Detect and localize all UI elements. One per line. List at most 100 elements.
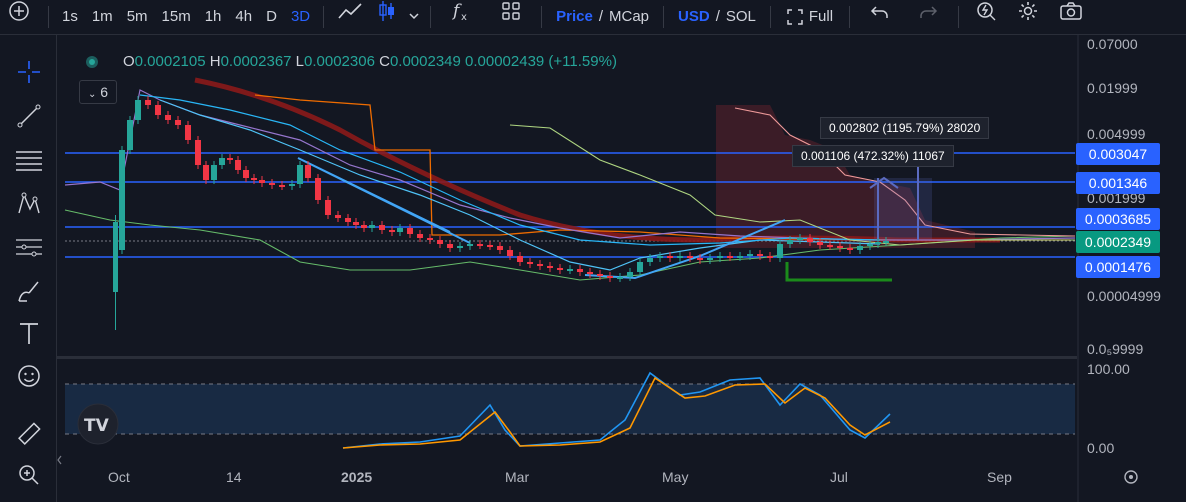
candle — [297, 165, 303, 184]
text-icon — [20, 323, 38, 344]
last-price-badge[interactable]: 0.0002349 — [1076, 231, 1160, 253]
trendline-icon — [17, 104, 41, 128]
price-badge[interactable]: 0.0001476 — [1076, 256, 1160, 278]
toolbar-divider — [430, 6, 432, 28]
interval-d[interactable]: D — [266, 8, 277, 25]
candle — [507, 250, 513, 256]
fullscreen-icon — [787, 9, 803, 25]
candle — [361, 225, 367, 228]
candle — [883, 241, 889, 243]
interval-1h[interactable]: 1h — [204, 8, 222, 25]
candle — [827, 245, 833, 247]
candle — [135, 100, 141, 120]
candle — [617, 277, 623, 279]
emoji-tool[interactable] — [14, 361, 44, 391]
indicators-collapse-button[interactable]: ⌄ 6 — [79, 80, 117, 104]
forecast-tool[interactable] — [14, 233, 44, 263]
candle — [767, 256, 773, 258]
mcap-toggle[interactable]: MCap — [609, 8, 650, 25]
pattern-icon — [18, 192, 40, 214]
layout-button[interactable] — [487, 0, 535, 34]
quick-search-button[interactable] — [965, 0, 1007, 34]
forecast-icon — [16, 239, 42, 257]
line-chart-button[interactable] — [330, 0, 370, 34]
horizontal-lines-icon — [16, 151, 42, 171]
settings-button[interactable] — [1007, 0, 1049, 34]
candlestick-icon — [379, 1, 395, 21]
brush-icon — [18, 281, 39, 302]
candle — [567, 269, 573, 271]
stoch-d-line — [342, 376, 891, 449]
bb-line-mid — [139, 94, 881, 246]
toolbar-divider — [769, 6, 771, 28]
candle — [155, 105, 161, 115]
undo-button[interactable] — [856, 0, 904, 34]
price-badge[interactable]: 0.003047 — [1076, 143, 1160, 165]
redo-button[interactable] — [904, 0, 952, 34]
cloud-line-pink — [734, 107, 1076, 237]
interval-1s[interactable]: 1s — [62, 8, 78, 25]
ruler-icon — [18, 422, 41, 445]
price-badge[interactable]: 0.0003685 — [1076, 208, 1160, 230]
price-badge[interactable]: 0.001346 — [1076, 172, 1160, 194]
price-axis-label: 0.07000 — [1087, 36, 1138, 52]
candle — [467, 244, 473, 246]
candle — [727, 256, 733, 258]
measure-tooltip-lower: 0.001106 (472.32%) 11067 — [792, 145, 954, 167]
pane-divider[interactable] — [57, 356, 1077, 359]
candle — [637, 262, 643, 272]
candle — [447, 244, 453, 248]
axis-settings-icon[interactable] — [1124, 470, 1138, 484]
zoom-tool[interactable] — [14, 460, 44, 490]
text-tool[interactable] — [14, 319, 44, 349]
fullscreen-button[interactable]: Full — [777, 0, 843, 34]
indicator-count: 6 — [100, 84, 109, 100]
measure-tool[interactable] — [14, 419, 44, 449]
chart-type-dropdown[interactable] — [404, 0, 424, 34]
brush-tool[interactable] — [14, 277, 44, 307]
slash-separator: / — [715, 8, 720, 25]
support-drawing[interactable] — [785, 262, 892, 282]
time-axis-label: Oct — [108, 469, 130, 485]
candle-type-button[interactable] — [370, 0, 404, 34]
candle — [185, 125, 191, 140]
interval-15m[interactable]: 15m — [161, 8, 191, 25]
interval-1m[interactable]: 1m — [91, 8, 113, 25]
candle — [597, 274, 603, 276]
candle — [315, 178, 321, 200]
candle — [325, 200, 331, 215]
sol-toggle[interactable]: SOL — [725, 8, 756, 25]
gear-icon — [1019, 2, 1038, 20]
pattern-tool[interactable] — [14, 189, 44, 219]
interval-5m[interactable]: 5m — [126, 8, 148, 25]
candle — [235, 160, 241, 170]
measure-arrows[interactable] — [869, 148, 931, 240]
trendline-tool[interactable] — [14, 101, 44, 131]
candle — [847, 248, 853, 250]
price-axis-label: 0.00004999 — [1087, 288, 1161, 304]
price-toggle[interactable]: Price — [556, 8, 593, 25]
close-value: 0.0002349 — [389, 53, 461, 70]
usd-toggle[interactable]: USD — [678, 8, 710, 25]
candle — [747, 254, 753, 256]
shaded-zone — [716, 105, 975, 248]
candle — [807, 238, 813, 242]
snapshot-button[interactable] — [1049, 0, 1093, 34]
crosshair-tool[interactable] — [14, 57, 44, 87]
add-symbol-button[interactable] — [0, 0, 42, 34]
candle — [417, 234, 423, 238]
candle — [497, 246, 503, 250]
candle — [477, 244, 483, 246]
trend-drawing-1[interactable] — [297, 157, 471, 244]
collapse-arrow-icon[interactable] — [57, 455, 62, 465]
candle — [867, 244, 873, 246]
interval-4h[interactable]: 4h — [235, 8, 253, 25]
interval-3d[interactable]: 3D — [290, 8, 311, 25]
osc-axis-label: 100.00 — [1087, 361, 1130, 377]
candle — [577, 269, 583, 272]
candle — [737, 256, 743, 258]
fib-tool[interactable] — [14, 145, 44, 175]
candle — [165, 115, 171, 120]
